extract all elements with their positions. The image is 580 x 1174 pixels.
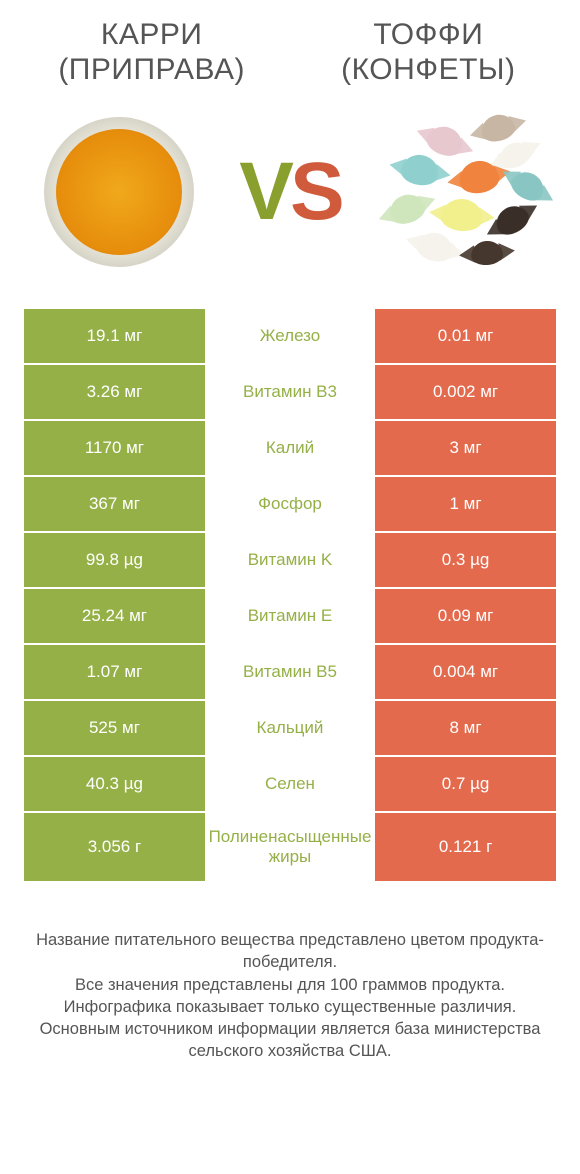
candy-icon	[399, 152, 442, 188]
candy-icon	[491, 200, 533, 240]
cell-mid: Витамин B3	[205, 365, 375, 419]
cell-left: 99.8 µg	[24, 533, 205, 587]
candy-icon	[385, 190, 428, 229]
cell-mid: Железо	[205, 309, 375, 363]
candy-icon	[414, 229, 456, 265]
candy-icon	[440, 197, 485, 233]
footer-text: Название питательного вещества представл…	[24, 929, 556, 1063]
cell-left: 40.3 µg	[24, 757, 205, 811]
vs-label: VS	[239, 151, 340, 233]
cell-left: 367 мг	[24, 477, 205, 531]
table-row: 525 мгКальций8 мг	[24, 701, 556, 757]
header-left: КАРРИ(ПРИПРАВА)	[24, 18, 279, 87]
cell-right: 1 мг	[375, 477, 556, 531]
title-left: КАРРИ(ПРИПРАВА)	[24, 18, 279, 87]
table-row: 367 мгФосфор1 мг	[24, 477, 556, 533]
cell-left: 3.26 мг	[24, 365, 205, 419]
curry-image	[24, 107, 214, 277]
cell-right: 8 мг	[375, 701, 556, 755]
cell-mid: Кальций	[205, 701, 375, 755]
cell-right: 0.004 мг	[375, 645, 556, 699]
toffee-image	[366, 107, 556, 277]
cell-mid: Калий	[205, 421, 375, 475]
cell-right: 0.7 µg	[375, 757, 556, 811]
header: КАРРИ(ПРИПРАВА) ТОФФИ(КОНФЕТЫ)	[24, 18, 556, 87]
cell-right: 0.121 г	[375, 813, 556, 881]
cell-left: 19.1 мг	[24, 309, 205, 363]
table-row: 19.1 мгЖелезо0.01 мг	[24, 309, 556, 365]
table-row: 25.24 мгВитамин E0.09 мг	[24, 589, 556, 645]
cell-left: 25.24 мг	[24, 589, 205, 643]
images-row: VS	[24, 107, 556, 277]
cell-mid: Селен	[205, 757, 375, 811]
cell-mid: Фосфор	[205, 477, 375, 531]
title-right: ТОФФИ(КОНФЕТЫ)	[301, 18, 556, 87]
cell-mid: Витамин B5	[205, 645, 375, 699]
cell-mid: Полиненасыщенные жиры	[205, 813, 375, 881]
table-row: 3.26 мгВитамин B30.002 мг	[24, 365, 556, 421]
table-row: 40.3 µgСелен0.7 µg	[24, 757, 556, 813]
cell-right: 0.3 µg	[375, 533, 556, 587]
cell-right: 0.09 мг	[375, 589, 556, 643]
cell-left: 525 мг	[24, 701, 205, 755]
table-row: 1170 мгКалий3 мг	[24, 421, 556, 477]
table-row: 3.056 гПолиненасыщенные жиры0.121 г	[24, 813, 556, 883]
table-row: 1.07 мгВитамин B50.004 мг	[24, 645, 556, 701]
header-right: ТОФФИ(КОНФЕТЫ)	[301, 18, 556, 87]
cell-left: 3.056 г	[24, 813, 205, 881]
candy-icon	[507, 166, 549, 206]
cell-left: 1170 мг	[24, 421, 205, 475]
candy-icon	[478, 111, 518, 145]
candy-icon	[423, 122, 466, 161]
candy-icon	[470, 240, 504, 267]
cell-right: 0.01 мг	[375, 309, 556, 363]
cell-right: 0.002 мг	[375, 365, 556, 419]
cell-left: 1.07 мг	[24, 645, 205, 699]
nutrition-table: 19.1 мгЖелезо0.01 мг3.26 мгВитамин B30.0…	[24, 309, 556, 883]
table-row: 99.8 µgВитамин K0.3 µg	[24, 533, 556, 589]
candy-icon	[495, 137, 534, 172]
cell-mid: Витамин K	[205, 533, 375, 587]
cell-mid: Витамин E	[205, 589, 375, 643]
cell-right: 3 мг	[375, 421, 556, 475]
